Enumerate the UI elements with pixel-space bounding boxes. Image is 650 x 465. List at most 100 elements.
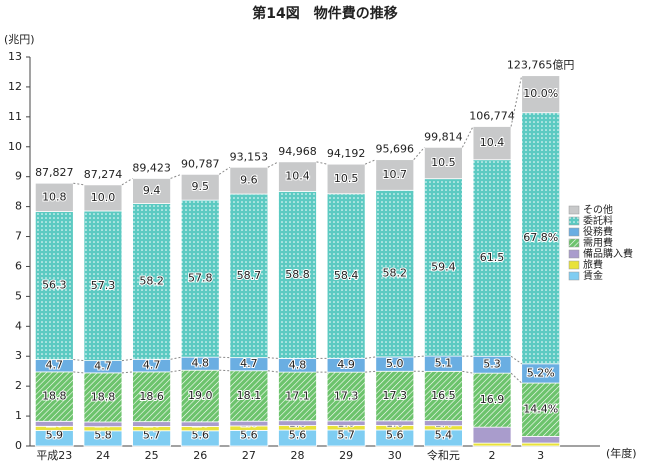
data-label: 58.8 [285,268,310,281]
data-label: 58.2 [139,274,164,287]
connector [365,371,376,372]
data-label: 10.8 [42,190,67,203]
y-axis-label: (兆円) [4,33,35,46]
connector [414,147,425,159]
total-label: 90,787 [181,157,220,170]
connector [268,358,279,359]
x-tick-label: 29 [339,449,353,461]
total-label: 94,968 [278,145,317,158]
data-label: 5.7 [337,429,355,442]
chart-title: 第14図 物件費の推移 [252,5,397,22]
data-label: 10.4 [480,136,505,149]
data-label: 14.4% [523,403,558,416]
data-label: 10.5 [431,156,456,169]
y-tick-label: 9 [15,170,22,183]
data-label: 67.8% [523,231,558,244]
connector [365,160,376,165]
y-tick-label: 10 [8,140,22,153]
bar-segment [424,421,462,426]
data-label: 5.3 [483,358,501,371]
total-label: 106,774 [469,109,515,122]
connector [73,372,84,373]
y-tick-label: 1 [15,409,22,422]
x-tick-label: 2 [489,449,496,461]
data-label: 57.8 [188,272,213,285]
bar-segment [279,421,317,426]
data-label: 56.3 [42,279,67,292]
data-label: 4.8 [289,358,307,371]
data-label: 18.8 [42,390,67,403]
data-label: 10.0 [91,191,116,204]
connector [414,356,425,357]
data-label: 18.1 [237,389,262,402]
connector [462,126,473,147]
data-label: 4.7 [143,359,161,372]
y-tick-label: 6 [15,259,22,272]
data-label: 5.6 [386,429,404,442]
data-label: 5.4 [435,429,453,442]
bar-segment [327,421,365,426]
data-label: 58.2 [383,267,408,280]
bar-segment [35,421,73,426]
bar-segment [84,422,122,427]
data-label: 9.6 [240,174,258,187]
legend-swatch [569,272,579,280]
x-axis-label: (年度) [606,446,637,460]
data-label: 10.0% [523,87,558,100]
bar-segment [522,443,560,446]
y-tick-label: 3 [15,349,22,362]
connector [171,357,182,359]
total-label: 93,153 [230,150,269,163]
connector [365,357,376,358]
total-label: 95,696 [376,143,415,156]
x-tick-label: 25 [145,449,159,461]
y-tick-label: 11 [8,110,22,123]
connector [122,372,133,373]
data-label: 9.5 [191,180,209,193]
data-label: 10.7 [383,168,408,181]
connector [171,370,182,372]
total-label: 123,765億円 [507,59,575,72]
bar-segment [473,443,511,446]
bar-segment [522,436,560,443]
connector [268,371,279,372]
data-label: 17.3 [383,389,408,402]
data-label: 16.5 [431,389,456,402]
total-label: 87,827 [35,166,74,179]
connector [511,356,522,364]
data-label: 5.2% [527,366,555,379]
x-tick-label: 平成23 [36,449,72,461]
legend-swatch [569,228,579,236]
legend-swatch [569,239,579,247]
y-tick-label: 5 [15,289,22,302]
data-label: 4.7 [46,359,64,372]
data-label: 5.0 [386,357,404,370]
connector [511,373,522,383]
connector [219,370,230,371]
connector [122,359,133,360]
data-label: 17.1 [285,389,310,402]
y-tick-label: 12 [8,80,22,93]
connector [268,162,279,167]
data-label: 10.5 [334,172,359,185]
total-label: 99,814 [424,130,463,143]
x-tick-label: 30 [388,449,402,461]
total-label: 94,192 [327,147,366,160]
data-label: 57.3 [91,279,116,292]
connector [171,174,182,178]
data-label: 59.4 [431,260,456,273]
data-label: 61.5 [480,251,505,264]
connector [122,178,133,184]
connector [219,167,230,174]
y-tick-label: 13 [8,50,22,63]
data-label: 5.1 [435,357,453,370]
x-tick-label: 24 [96,449,110,461]
bar-segment [230,421,268,426]
data-label: 17.3 [334,390,359,403]
bar-segment [133,422,171,427]
x-tick-label: 28 [291,449,305,461]
data-label: 19.0 [188,389,213,402]
data-label: 58.4 [334,269,359,282]
x-tick-label: 27 [242,449,256,461]
